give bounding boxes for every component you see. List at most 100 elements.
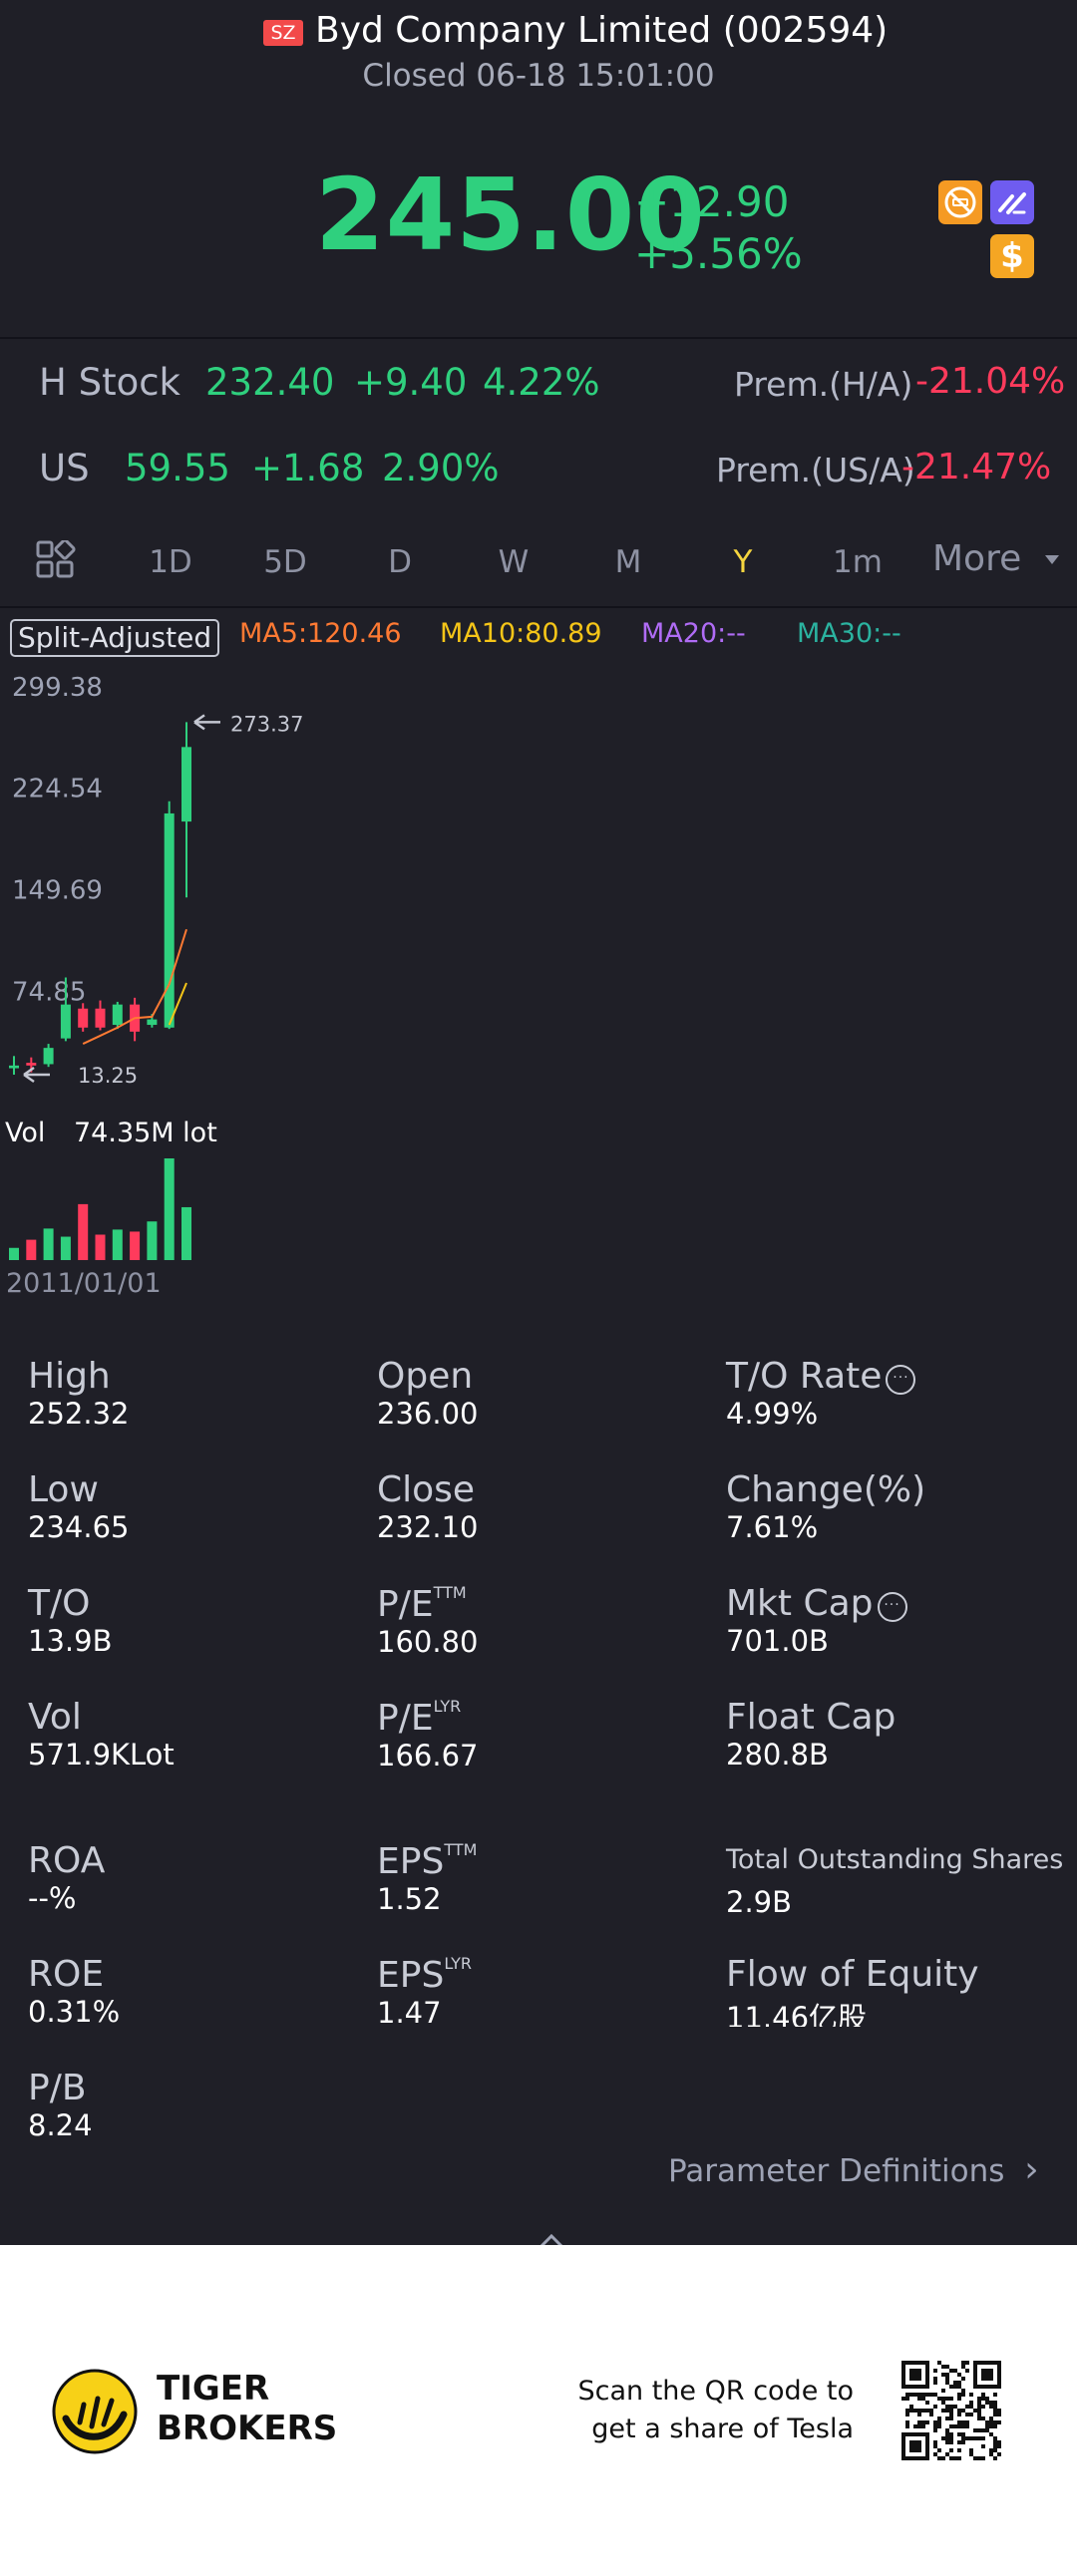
qr-module — [921, 2393, 925, 2397]
qr-module — [981, 2405, 985, 2409]
listing-change: +1.68 — [251, 447, 365, 489]
grid-layout-icon[interactable] — [36, 538, 76, 580]
qr-module — [965, 2424, 969, 2428]
tab-1-minute[interactable]: 1m — [833, 544, 883, 580]
volume-bar — [181, 1206, 191, 1260]
qr-module — [949, 2409, 953, 2413]
qr-module — [937, 2456, 941, 2460]
qr-module — [969, 2401, 973, 2405]
no-ads-icon[interactable] — [938, 180, 982, 224]
qr-module — [905, 2397, 909, 2401]
stat-low: Low 234.65 — [28, 1469, 129, 1542]
qr-module — [949, 2405, 953, 2409]
price-change: +12.90 — [634, 177, 790, 226]
qr-module — [953, 2424, 957, 2428]
qr-module — [949, 2416, 953, 2420]
qr-module — [961, 2436, 965, 2440]
premium-value: -21.47% — [901, 447, 1052, 487]
qr-module — [993, 2405, 997, 2409]
stat-value: 701.0B — [726, 1624, 829, 1656]
qr-module — [973, 2409, 977, 2413]
cross-listing-row-h[interactable]: H Stock 232.40 +9.40 4.22% Prem.(H/A) -2… — [0, 339, 1077, 425]
candle-body — [112, 1004, 123, 1026]
y-axis-label: 149.69 — [12, 876, 103, 906]
stat-label: High — [28, 1356, 111, 1397]
candle-body — [60, 1004, 71, 1039]
stat-label-sup: TTM — [433, 1583, 467, 1602]
qr-module — [957, 2413, 961, 2416]
qr-module — [957, 2409, 961, 2413]
tab-weekly[interactable]: W — [498, 544, 530, 580]
min-price-label: 13.25 — [78, 1064, 138, 1088]
kline-chart[interactable]: 299.38 224.54 149.69 74.85 273.37 13.25 — [0, 658, 1077, 1306]
volume-bar — [130, 1231, 141, 1260]
dollar-icon[interactable]: $ — [990, 234, 1034, 278]
stat-change-percent: Change(%) 7.61% — [726, 1469, 925, 1542]
qr-module — [969, 2452, 973, 2456]
volume-bar — [43, 1228, 54, 1260]
x-axis-start-date: 2011/01/01 — [6, 1268, 162, 1299]
stat-turnover-rate: T/O Rate ··· 4.99% — [726, 1356, 916, 1429]
qr-module — [965, 2413, 969, 2416]
qr-module — [973, 2436, 977, 2440]
info-icon[interactable]: ··· — [886, 1365, 916, 1395]
stat-float-cap: Float Cap 280.8B — [726, 1697, 896, 1770]
qr-module — [957, 2424, 961, 2428]
qr-module — [925, 2393, 929, 2397]
qr-module — [941, 2397, 945, 2401]
trade-icon[interactable] — [990, 180, 1034, 224]
qr-module — [913, 2424, 917, 2428]
qr-module — [977, 2456, 981, 2460]
qr-module — [933, 2440, 937, 2444]
qr-module — [945, 2365, 949, 2369]
y-axis-label: 74.85 — [12, 977, 86, 1007]
qr-module — [921, 2409, 925, 2413]
qr-module — [969, 2405, 973, 2409]
qr-module — [957, 2448, 961, 2452]
qr-module — [961, 2420, 965, 2424]
split-adjusted-toggle[interactable]: Split-Adjusted — [10, 619, 220, 657]
stat-pb: P/B 8.24 — [28, 2068, 93, 2140]
stat-label-text: Mkt Cap — [726, 1583, 874, 1624]
parameter-definitions-link[interactable]: Parameter Definitions › — [668, 2149, 1039, 2190]
ma10-line — [168, 982, 187, 1026]
ma20-value: MA20:-- — [641, 618, 746, 649]
candle-body — [95, 1008, 106, 1028]
stat-value: 234.65 — [28, 1510, 130, 1542]
qr-module — [937, 2361, 941, 2365]
qr-module — [913, 2393, 917, 2397]
stock-name: Byd Company Limited (002594) — [315, 10, 889, 51]
listing-name: H Stock — [39, 361, 180, 404]
qr-module — [957, 2456, 961, 2460]
cross-listing-row-us[interactable]: US 59.55 +1.68 2.90% Prem.(US/A) -21.47% — [0, 425, 1077, 510]
tab-1d[interactable]: 1D — [149, 544, 192, 580]
stat-value: 4.99% — [726, 1397, 819, 1429]
tab-5d[interactable]: 5D — [263, 544, 307, 580]
stat-value: 1.52 — [377, 1882, 442, 1914]
more-dropdown[interactable]: More — [932, 538, 1062, 582]
listing-change-percent: 2.90% — [382, 447, 500, 489]
stat-pe-lyr: P/ELYR 166.67 — [377, 1697, 478, 1771]
qr-module — [981, 2393, 985, 2397]
qr-module — [989, 2448, 993, 2452]
collapse-chevron-up-icon[interactable] — [537, 2231, 566, 2251]
divider — [0, 606, 1077, 608]
qr-module — [949, 2369, 953, 2373]
qr-module — [957, 2381, 961, 2385]
qr-module — [957, 2373, 961, 2377]
listing-change-percent: 4.22% — [483, 361, 600, 404]
tab-daily[interactable]: D — [388, 544, 412, 580]
qr-module — [993, 2393, 997, 2397]
listing-name: US — [39, 447, 90, 489]
stat-market-cap: Mkt Cap ··· 701.0B — [726, 1583, 907, 1656]
qr-module — [917, 2420, 921, 2424]
qr-module — [949, 2456, 953, 2460]
qr-module — [913, 2409, 917, 2413]
qr-code — [901, 2361, 1001, 2460]
stat-label-sup: LYR — [444, 1954, 472, 1973]
qr-module — [933, 2420, 937, 2424]
qr-module — [933, 2377, 937, 2381]
info-icon[interactable]: ··· — [877, 1592, 907, 1622]
tab-yearly[interactable]: Y — [733, 544, 753, 580]
tab-monthly[interactable]: M — [614, 544, 642, 580]
